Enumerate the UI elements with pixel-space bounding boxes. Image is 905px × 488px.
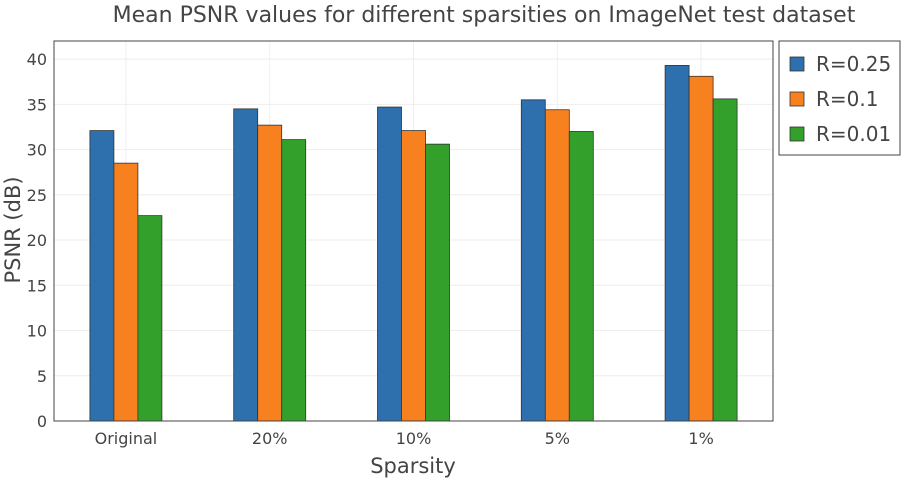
y-tick-label: 20 [27, 231, 47, 250]
bar [233, 108, 259, 422]
legend-swatch [789, 91, 805, 107]
y-tick-label: 30 [27, 141, 47, 160]
y-tick-label: 35 [27, 95, 47, 114]
x-tick-label: 5% [545, 429, 570, 448]
y-axis-label: PSNR (dB) [1, 176, 25, 283]
legend-swatch [789, 126, 805, 142]
bar [544, 109, 570, 422]
x-tick-label: 20% [252, 429, 288, 448]
y-tick-label: 5 [37, 367, 47, 386]
y-tick-label: 25 [27, 186, 47, 205]
axis-layer: 0 5 10 15 20 25 30 35 40 Original 20% 10% 5% 1% [27, 40, 774, 448]
y-tick-label: 15 [27, 276, 47, 295]
x-tick-label: Original [95, 429, 158, 448]
bar [425, 143, 450, 422]
bar [568, 131, 594, 422]
bar [137, 215, 163, 422]
bar [281, 139, 307, 422]
bar [712, 98, 738, 422]
x-tick-label: 10% [396, 429, 432, 448]
plot-frame [53, 40, 774, 422]
legend-label: R=0.25 [816, 52, 891, 76]
bar [89, 130, 115, 422]
bar [664, 65, 690, 422]
legend: R=0.25 R=0.1 R=0.01 [778, 40, 901, 156]
y-tick-label: 0 [37, 412, 47, 431]
bar [377, 106, 402, 422]
bar-layer [89, 65, 738, 422]
legend-label: R=0.1 [816, 87, 878, 111]
y-tick-label: 40 [27, 50, 47, 69]
bar [520, 99, 546, 422]
bar [401, 130, 426, 422]
legend-swatch [789, 56, 805, 72]
chart-title: Mean PSNR values for different sparsitie… [113, 3, 856, 28]
bar [688, 75, 714, 422]
bar [113, 162, 139, 422]
legend-label: R=0.01 [816, 122, 891, 146]
x-tick-label: 1% [688, 429, 713, 448]
x-axis-label: Sparsity [370, 454, 456, 478]
y-tick-label: 10 [27, 322, 47, 341]
bar [257, 124, 283, 422]
